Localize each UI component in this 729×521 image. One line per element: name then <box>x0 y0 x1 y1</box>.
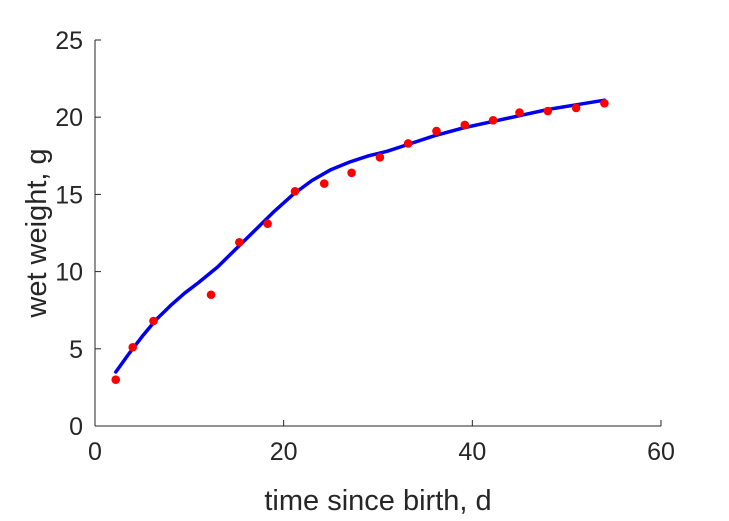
data-point <box>235 237 244 247</box>
y-tick-label: 25 <box>55 27 83 55</box>
data-point <box>460 120 470 130</box>
y-tick-label: 10 <box>55 259 83 287</box>
data-point <box>600 99 609 108</box>
data-point <box>128 342 138 352</box>
x-axis-label: time since birth, d <box>264 485 491 517</box>
data-point <box>319 179 329 188</box>
axes <box>94 40 661 427</box>
y-tick-label: 5 <box>69 336 83 364</box>
y-tick-label: 0 <box>69 413 83 441</box>
fit-line <box>114 98 607 374</box>
x-tick-label: 0 <box>88 438 102 466</box>
data-point <box>206 290 216 300</box>
x-tick-label: 20 <box>270 438 298 466</box>
data-point <box>515 108 524 117</box>
data-point <box>403 139 413 148</box>
plot-series <box>111 98 609 384</box>
data-point <box>375 153 385 162</box>
data-point <box>571 103 581 113</box>
y-ticks: 0 5 10 15 20 25 <box>55 27 101 441</box>
data-point <box>432 126 441 136</box>
data-point <box>149 316 158 326</box>
data-point <box>347 168 356 178</box>
y-tick-label: 15 <box>55 181 83 209</box>
data-point <box>543 106 553 116</box>
y-axis-label: wet weight, g <box>21 148 53 318</box>
data-point <box>488 115 498 125</box>
data-point <box>263 219 272 229</box>
x-tick-label: 60 <box>647 438 675 466</box>
y-tick-label: 20 <box>55 104 83 132</box>
x-tick-label: 40 <box>458 438 486 466</box>
data-point <box>290 187 300 196</box>
data-point <box>111 375 121 384</box>
x-ticks: 0 20 40 60 <box>88 420 675 466</box>
